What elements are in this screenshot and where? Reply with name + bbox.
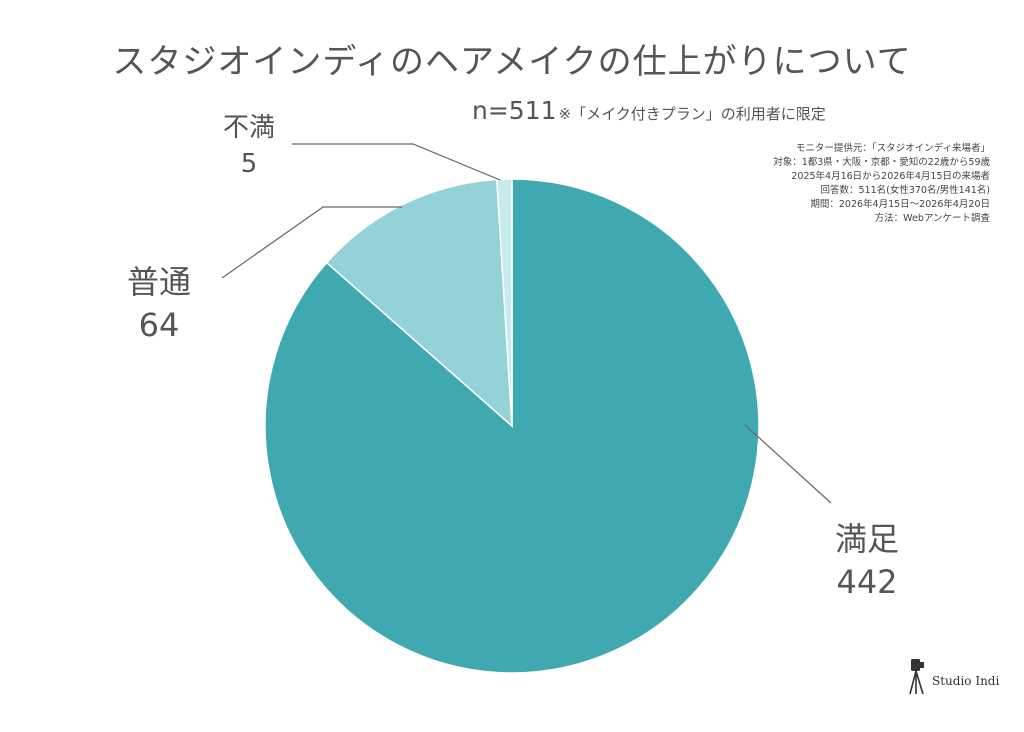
label-normal-name: 普通 (126, 263, 191, 301)
survey-info-line: 回答数：511名(女性370名/男性141名) (820, 185, 990, 196)
sample-size-note: n=511 ※「メイク付きプラン」の利用者に限定 (472, 96, 826, 125)
label-normal: 普通 64 (104, 262, 214, 348)
label-satisfied: 満足 442 (812, 519, 922, 605)
survey-info-line: 期間：2026年4月15日〜2026年4月20日 (810, 199, 990, 210)
label-satisfied-value: 442 (836, 563, 898, 601)
label-dissatisfied-value: 5 (240, 149, 258, 179)
label-dissatisfied-name: 不満 (222, 113, 275, 143)
leader-line-dissatisfied (292, 143, 501, 181)
pie-slice-normal (325, 178, 513, 428)
label-dissatisfied: 不満 5 (204, 110, 294, 182)
label-normal-value: 64 (138, 306, 180, 344)
survey-info-line: モニター提供元：「スタジオインディ来場者」 (795, 143, 990, 154)
leader-line-satisfied (744, 424, 832, 504)
survey-info-line: 方法：Webアンケート調査 (874, 213, 990, 224)
survey-info: モニター提供元：「スタジオインディ来場者」 対象：1都3県・大阪・京都・愛知の2… (773, 142, 990, 226)
chart-title: スタジオインディのヘアメイクの仕上がりについて (112, 42, 912, 82)
brand-name: Studio Indi (932, 674, 1000, 688)
survey-info-line: 2025年4月16日から2026年4月15日の来場者 (791, 171, 990, 182)
brand-logo: Studio Indi (908, 657, 999, 695)
survey-info-line: 対象：1都3県・大阪・京都・愛知の22歳から59歳 (773, 157, 990, 168)
camera-tripod-icon (909, 659, 924, 695)
leader-line-normal (221, 206, 402, 279)
plan-limit-note: ※「メイク付きプラン」の利用者に限定 (558, 105, 826, 123)
label-satisfied-name: 満足 (834, 520, 899, 558)
pie-slice-dissatisfied (496, 178, 513, 427)
sample-size: n=511 (472, 96, 557, 125)
